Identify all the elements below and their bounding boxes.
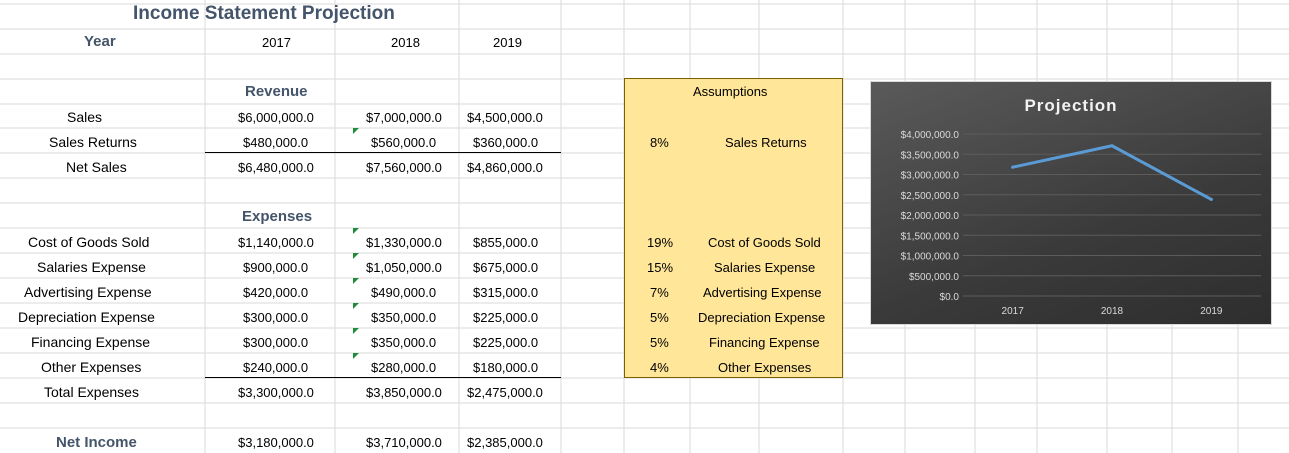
sales-returns-2019[interactable]: $360,000.0 xyxy=(473,135,539,150)
assumption-label-cogs[interactable]: Cost of Goods Sold xyxy=(708,235,821,250)
expenses-heading: Expenses xyxy=(242,208,313,225)
assumptions-heading[interactable]: Assumptions xyxy=(693,84,768,99)
financing-2019[interactable]: $225,000.0 xyxy=(473,335,539,350)
error-indicator xyxy=(353,228,359,234)
salaries-2017[interactable]: $900,000.0 xyxy=(243,260,309,275)
net-sales-2018[interactable]: $7,560,000.0 xyxy=(366,160,442,175)
sales-2019[interactable]: $4,500,000.0 xyxy=(467,110,543,125)
sales-2018[interactable]: $7,000,000.0 xyxy=(366,110,442,125)
row-label-depreciation[interactable]: Depreciation Expense xyxy=(18,309,155,325)
row-label-total-expenses[interactable]: Total Expenses xyxy=(44,384,139,400)
sales-2017[interactable]: $6,000,000.0 xyxy=(238,110,314,125)
other-2019[interactable]: $180,000.0 xyxy=(473,360,539,375)
y-tick-label: $2,500,000.0 xyxy=(901,191,960,202)
other-2017[interactable]: $240,000.0 xyxy=(243,360,309,375)
row-label-cogs[interactable]: Cost of Goods Sold xyxy=(28,234,150,250)
total-expenses-2019[interactable]: $2,475,000.0 xyxy=(467,385,543,400)
year-2019[interactable]: 2019 xyxy=(493,35,522,50)
assumption-pct-salaries[interactable]: 15% xyxy=(647,260,674,275)
assumption-pct-financing[interactable]: 5% xyxy=(650,335,669,350)
advertising-2019[interactable]: $315,000.0 xyxy=(473,285,539,300)
assumptions-panel xyxy=(624,78,843,378)
salaries-2018[interactable]: $1,050,000.0 xyxy=(366,260,442,275)
chart-title: Projection xyxy=(1024,96,1117,115)
year-2018[interactable]: 2018 xyxy=(391,35,420,50)
y-tick-label: $4,000,000.0 xyxy=(901,130,960,141)
net-income-2018[interactable]: $3,710,000.0 xyxy=(366,435,442,450)
net-sales-2017[interactable]: $6,480,000.0 xyxy=(238,160,314,175)
row-label-other[interactable]: Other Expenses xyxy=(41,359,142,375)
assumption-label-other[interactable]: Other Expenses xyxy=(718,360,812,375)
advertising-2018[interactable]: $490,000.0 xyxy=(371,285,437,300)
data-point xyxy=(1209,197,1213,201)
error-indicator xyxy=(353,253,359,259)
row-label-advertising[interactable]: Advertising Expense xyxy=(24,284,152,300)
assumption-label-financing[interactable]: Financing Expense xyxy=(709,335,820,350)
total-expenses-2018[interactable]: $3,850,000.0 xyxy=(366,385,442,400)
depreciation-2019[interactable]: $225,000.0 xyxy=(473,310,539,325)
cogs-2018[interactable]: $1,330,000.0 xyxy=(366,235,442,250)
error-indicator xyxy=(353,128,359,134)
data-point xyxy=(1110,144,1114,148)
assumption-pct-other[interactable]: 4% xyxy=(650,360,669,375)
projection-chart[interactable]: Projection $0.0 $500,000.0 $1,000,000.0 $1,5… xyxy=(870,81,1272,325)
total-expenses-2017[interactable]: $3,300,000.0 xyxy=(238,385,314,400)
sales-returns-2017[interactable]: $480,000.0 xyxy=(243,135,309,150)
assumption-pct-sales-returns[interactable]: 8% xyxy=(650,135,669,150)
error-indicator xyxy=(353,278,359,284)
year-2017[interactable]: 2017 xyxy=(262,35,291,50)
assumption-pct-cogs[interactable]: 19% xyxy=(647,235,674,250)
y-tick-label: $500,000.0 xyxy=(909,272,959,283)
y-tick-label: $3,500,000.0 xyxy=(901,150,960,161)
assumption-label-advertising[interactable]: Advertising Expense xyxy=(703,285,822,300)
financing-2017[interactable]: $300,000.0 xyxy=(243,335,309,350)
total-expenses-border xyxy=(205,377,561,378)
x-tick-label: 2018 xyxy=(1101,306,1124,317)
net-income-2017[interactable]: $3,180,000.0 xyxy=(238,435,314,450)
net-sales-border xyxy=(205,152,561,153)
assumption-pct-advertising[interactable]: 7% xyxy=(650,285,669,300)
net-income-2019[interactable]: $2,385,000.0 xyxy=(467,435,543,450)
y-tick-label: $1,500,000.0 xyxy=(901,231,960,242)
y-tick-label: $1,000,000.0 xyxy=(901,252,960,263)
advertising-2017[interactable]: $420,000.0 xyxy=(243,285,309,300)
x-tick-label: 2017 xyxy=(1002,306,1025,317)
cogs-2019[interactable]: $855,000.0 xyxy=(473,235,539,250)
revenue-heading: Revenue xyxy=(245,83,308,100)
y-tick-label: $2,000,000.0 xyxy=(901,211,960,222)
chart-canvas: Projection $0.0 $500,000.0 $1,000,000.0 $1,5… xyxy=(901,96,1261,317)
assumption-pct-depreciation[interactable]: 5% xyxy=(650,310,669,325)
depreciation-2018[interactable]: $350,000.0 xyxy=(371,310,437,325)
assumption-label-sales-returns[interactable]: Sales Returns xyxy=(725,135,807,150)
row-label-salaries[interactable]: Salaries Expense xyxy=(37,259,146,275)
y-tick-label: $0.0 xyxy=(940,292,960,303)
financing-2018[interactable]: $350,000.0 xyxy=(371,335,437,350)
assumption-label-depreciation[interactable]: Depreciation Expense xyxy=(698,310,826,325)
error-indicator xyxy=(353,303,359,309)
net-income-label[interactable]: Net Income xyxy=(56,434,137,451)
error-indicator xyxy=(353,328,359,334)
row-label-net-sales[interactable]: Net Sales xyxy=(66,159,127,175)
cogs-2017[interactable]: $1,140,000.0 xyxy=(238,235,314,250)
assumption-label-salaries[interactable]: Salaries Expense xyxy=(714,260,816,275)
sheet-title: Income Statement Projection xyxy=(133,3,395,24)
data-point xyxy=(1011,165,1015,169)
depreciation-2017[interactable]: $300,000.0 xyxy=(243,310,309,325)
year-label: Year xyxy=(84,33,116,50)
error-indicator xyxy=(353,353,359,359)
salaries-2019[interactable]: $675,000.0 xyxy=(473,260,539,275)
net-sales-2019[interactable]: $4,860,000.0 xyxy=(467,160,543,175)
row-label-sales-returns[interactable]: Sales Returns xyxy=(49,134,137,150)
y-tick-label: $3,000,000.0 xyxy=(901,171,960,182)
sales-returns-2018[interactable]: $560,000.0 xyxy=(371,135,437,150)
other-2018[interactable]: $280,000.0 xyxy=(371,360,437,375)
x-tick-label: 2019 xyxy=(1200,306,1223,317)
row-label-financing[interactable]: Financing Expense xyxy=(31,334,151,350)
row-label-sales[interactable]: Sales xyxy=(67,109,103,125)
